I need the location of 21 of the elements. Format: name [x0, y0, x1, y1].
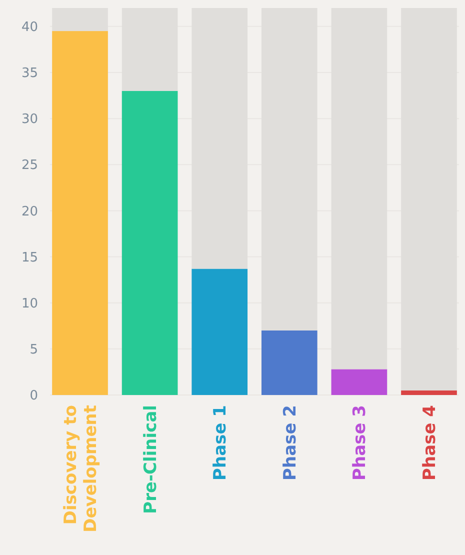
x-tick-label: Phase 2 [280, 405, 300, 480]
y-tick-label: 15 [21, 250, 38, 266]
y-tick-label: 5 [30, 342, 38, 358]
y-tick-label: 25 [21, 158, 38, 174]
bar [401, 390, 457, 395]
bar [331, 369, 388, 395]
bar [192, 268, 248, 395]
x-tick-label: Pre-Clinical [140, 405, 161, 514]
y-tick-label: 30 [21, 112, 38, 128]
x-tick-label: Phase 1 [210, 405, 231, 480]
bar [122, 90, 178, 395]
x-tick-label: Discovery to Development [61, 405, 102, 532]
y-tick-label: 20 [21, 204, 38, 220]
x-tick-label: Phase 3 [350, 405, 370, 480]
bar [52, 31, 108, 395]
bar [261, 330, 318, 395]
y-tick-label: 40 [21, 20, 38, 35]
y-tick-label: 0 [30, 388, 38, 404]
y-tick-label: 35 [21, 66, 38, 82]
x-tick-label: Phase 4 [420, 404, 440, 480]
y-tick-label: 10 [21, 296, 38, 312]
